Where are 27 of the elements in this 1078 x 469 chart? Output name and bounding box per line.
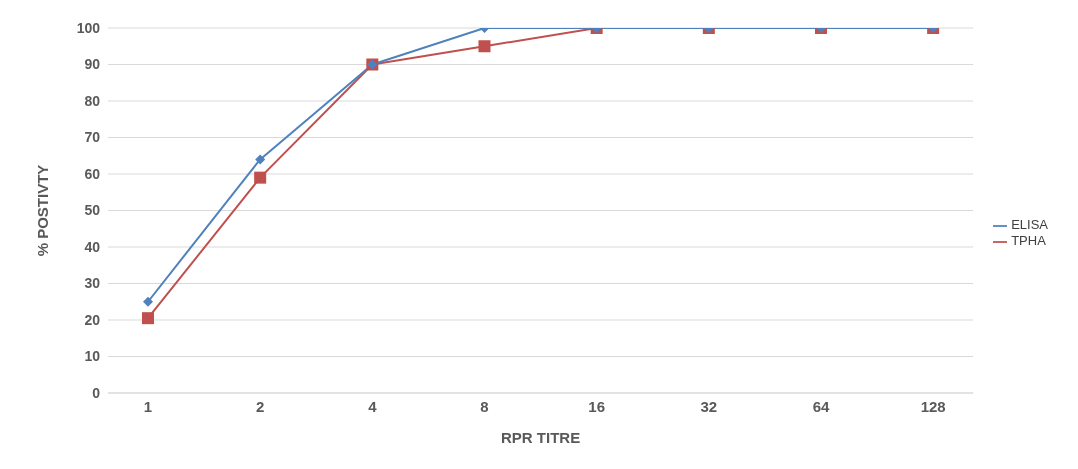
x-tick-label: 4: [368, 397, 378, 415]
y-tick-label: 100: [76, 19, 101, 36]
y-tick-label: 10: [84, 348, 101, 365]
y-tick-label: 50: [84, 202, 101, 219]
x-tick-label: 1: [143, 397, 153, 415]
x-tick-label: 32: [700, 397, 718, 415]
y-axis-title: % POSTIVTY: [34, 164, 52, 257]
point: [255, 154, 266, 165]
x-tick-label: 2: [255, 397, 265, 415]
y-tick-label: 90: [84, 56, 101, 73]
x-axis-title: RPR TITRE: [500, 429, 581, 446]
y-tick-label: 40: [84, 238, 101, 255]
point: [254, 171, 267, 184]
y-tick-label: 0: [92, 384, 101, 401]
point: [143, 296, 153, 307]
legend-label: ELISA: [1011, 217, 1048, 233]
x-tick-label: 8: [480, 397, 489, 415]
y-tick-label: 30: [84, 275, 101, 292]
y-tick-label: 70: [84, 129, 101, 146]
legend-label: TPHA: [1011, 233, 1046, 248]
point: [142, 312, 154, 325]
x-tick-label: 64: [812, 397, 830, 415]
y-tick-label: 60: [84, 165, 101, 182]
x-tick-label: 16: [588, 397, 605, 415]
x-tick-label: 128: [920, 397, 946, 415]
y-tick-label: 80: [84, 92, 101, 109]
y-tick-label: 20: [84, 311, 101, 328]
